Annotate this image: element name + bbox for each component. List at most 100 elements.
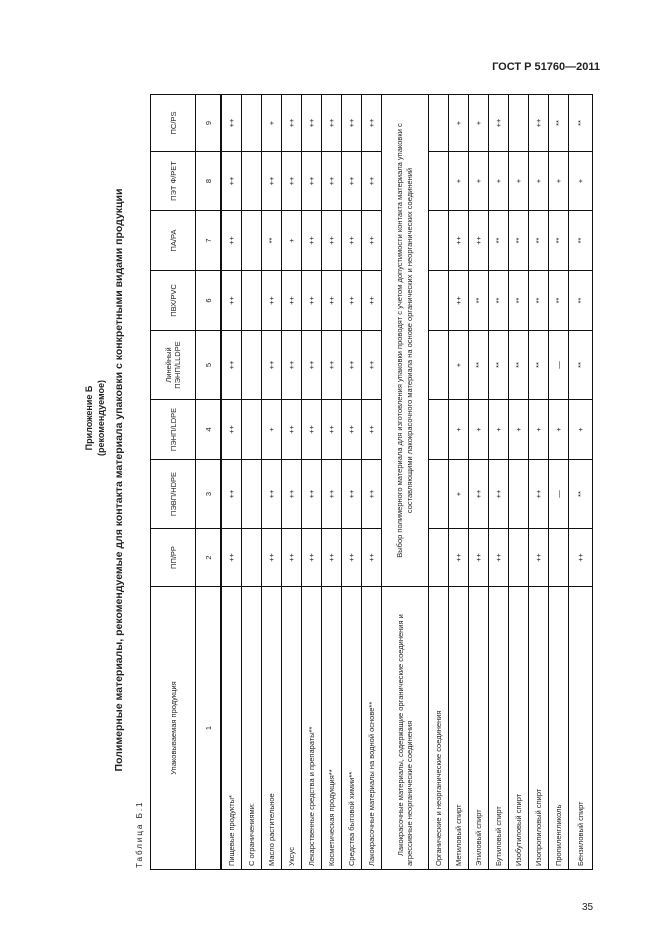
value-cell: ++ — [261, 528, 282, 587]
column-header: Линейный ПЭНП/LLDPE — [150, 330, 196, 400]
value-cell: ++ — [361, 528, 382, 587]
product-cell: Бутиловый спирт — [488, 586, 509, 870]
column-number: 1 — [195, 586, 221, 870]
value-cell: ++ — [341, 399, 362, 460]
value-cell: ++ — [221, 270, 242, 331]
value-cell: + — [468, 94, 489, 152]
value-cell: ++ — [321, 330, 342, 400]
value-cell: + — [548, 399, 569, 460]
value-cell — [241, 270, 262, 331]
value-cell: + — [281, 210, 302, 271]
value-cell: ++ — [488, 459, 509, 529]
value-cell: ++ — [341, 330, 362, 400]
value-cell: ++ — [281, 151, 302, 211]
value-cell — [241, 528, 262, 587]
value-cell: — — [548, 459, 569, 529]
product-cell: Метиловый спирт — [448, 586, 469, 870]
value-cell: ** — [568, 210, 593, 271]
value-cell: ++ — [361, 210, 382, 271]
value-cell: ** — [508, 210, 529, 271]
value-cell: ++ — [341, 210, 362, 271]
value-cell: + — [488, 151, 509, 211]
table-row: Лакокрасочные материалы на водной основе… — [361, 94, 382, 870]
value-cell: ++ — [221, 151, 242, 211]
document-code: ГОСТ Р 51760—2011 — [492, 61, 600, 73]
value-cell: ++ — [321, 270, 342, 331]
value-cell: ** — [468, 270, 489, 331]
value-cell: ++ — [341, 151, 362, 211]
value-cell: ++ — [301, 270, 322, 331]
table-row: Органические и неорганические соединения — [428, 94, 449, 870]
value-cell: ++ — [448, 270, 469, 331]
column-header: ПА/PA — [150, 210, 196, 271]
product-cell: Пропиленгликоль — [548, 586, 569, 870]
value-cell: ** — [488, 330, 509, 400]
value-cell: ++ — [468, 210, 489, 271]
value-cell: + — [528, 151, 549, 211]
value-cell: ** — [568, 459, 593, 529]
value-cell: ++ — [221, 399, 242, 460]
table-title: Полимерные материалы, рекомендуемые для … — [113, 188, 125, 772]
value-cell: ++ — [301, 330, 322, 400]
product-cell: Этиловый спирт — [468, 586, 489, 870]
value-cell: + — [468, 151, 489, 211]
product-cell: С ограничениями: — [241, 586, 262, 870]
value-cell: + — [448, 151, 469, 211]
value-cell: + — [448, 94, 469, 152]
value-cell: ++ — [468, 528, 489, 587]
value-cell: ++ — [221, 459, 242, 529]
value-cell: ++ — [301, 528, 322, 587]
value-cell: + — [261, 94, 282, 152]
value-cell: + — [568, 151, 593, 211]
value-cell: ** — [528, 330, 549, 400]
value-cell: + — [548, 151, 569, 211]
value-cell: ++ — [468, 459, 489, 529]
value-cell: ++ — [488, 94, 509, 152]
value-cell: ++ — [488, 528, 509, 587]
value-cell: ++ — [301, 94, 322, 152]
appendix-subtitle: (рекомендуемое) — [96, 380, 106, 456]
value-cell — [508, 459, 529, 529]
materials-table: Упаковываемая продукция ПП/PP ПЭВП/HDPE ПЭН… — [150, 94, 593, 870]
column-number: 8 — [195, 151, 221, 211]
value-cell — [428, 94, 449, 152]
value-cell — [241, 94, 262, 152]
value-cell: ** — [528, 210, 549, 271]
value-cell: + — [528, 399, 549, 460]
value-cell: ++ — [221, 94, 242, 152]
value-cell: ++ — [301, 459, 322, 529]
value-cell: ++ — [221, 528, 242, 587]
value-cell — [508, 528, 529, 587]
product-cell: Лекарственные средства и препараты** — [301, 586, 322, 870]
value-cell — [548, 528, 569, 587]
value-cell — [428, 399, 449, 460]
value-cell: ++ — [261, 151, 282, 211]
value-cell: ** — [548, 94, 569, 152]
value-cell: ++ — [341, 94, 362, 152]
value-cell: + — [468, 399, 489, 460]
appendix-heading: Приложение Б (рекомендуемое) — [83, 318, 107, 518]
value-cell — [428, 151, 449, 211]
page-number: 35 — [582, 902, 594, 913]
column-header: ПВХ/PVC — [150, 270, 196, 331]
product-cell: Масло растительное — [261, 586, 282, 870]
value-cell: ++ — [528, 94, 549, 152]
value-cell: ++ — [321, 528, 342, 587]
value-cell: ++ — [448, 528, 469, 587]
value-cell: ++ — [321, 94, 342, 152]
value-cell: ++ — [261, 459, 282, 529]
value-cell: ++ — [361, 459, 382, 529]
value-cell: ++ — [261, 270, 282, 331]
value-cell: ++ — [261, 330, 282, 400]
value-cell: ++ — [448, 210, 469, 271]
value-cell — [428, 459, 449, 529]
value-cell: ++ — [281, 330, 302, 400]
product-cell: Изопропиловый спирт — [528, 586, 549, 870]
product-cell: Уксус — [281, 586, 302, 870]
value-cell: ++ — [301, 151, 322, 211]
value-cell — [428, 528, 449, 587]
table-row: Этиловый спирт ++ ++ + ** ** ++ + + — [468, 94, 489, 870]
table-row: Лакокрасочные материалы, содержащие орга… — [381, 94, 429, 870]
value-cell — [428, 330, 449, 400]
